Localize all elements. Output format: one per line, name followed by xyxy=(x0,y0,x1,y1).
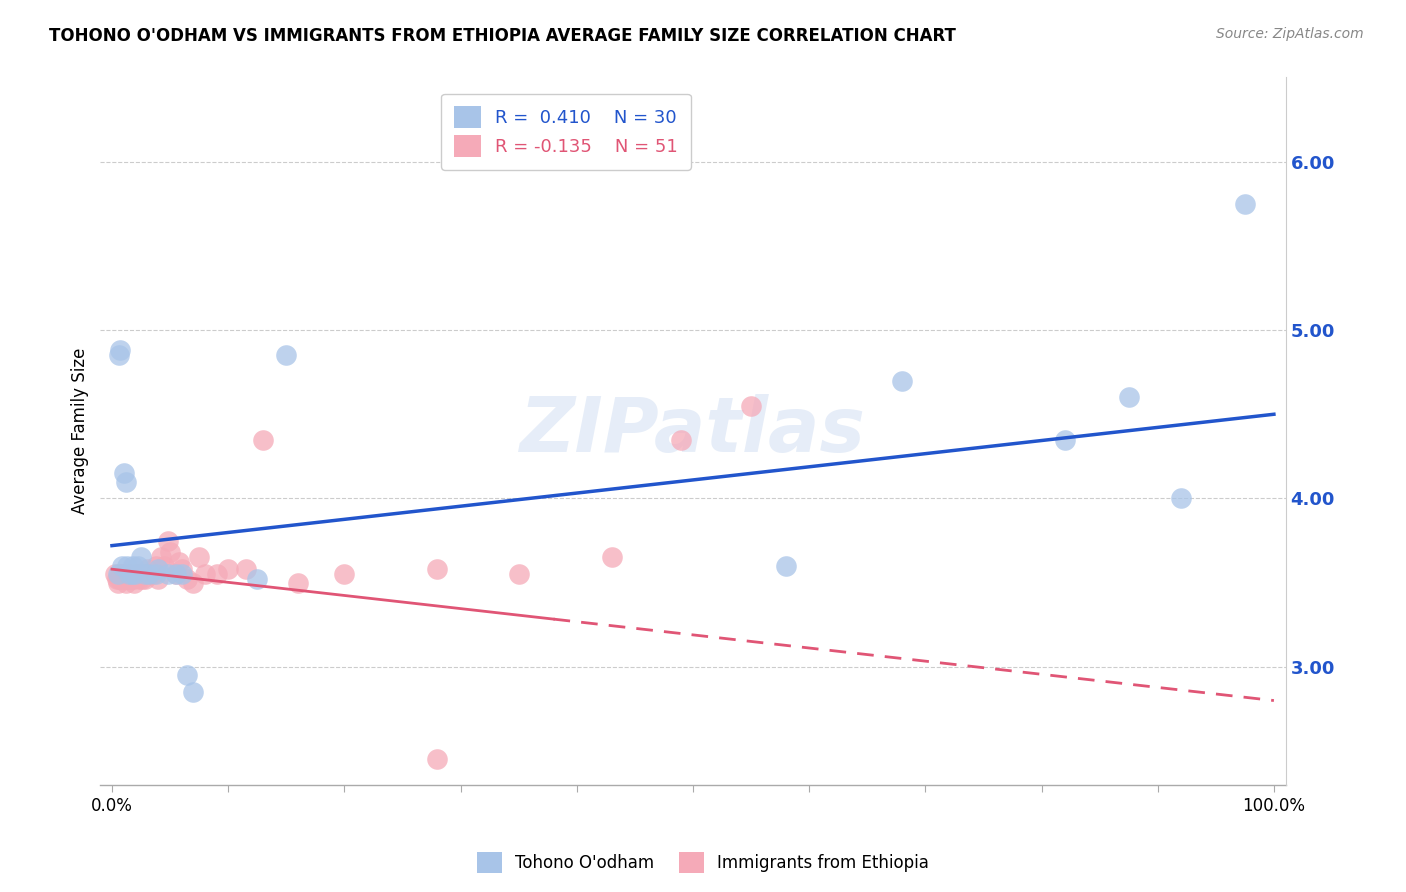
Point xyxy=(138,567,160,582)
Point xyxy=(156,567,179,582)
Point xyxy=(142,567,165,582)
Point xyxy=(145,567,167,582)
Point xyxy=(110,572,132,586)
Point xyxy=(169,556,191,570)
Point xyxy=(124,567,146,582)
Point xyxy=(112,567,135,582)
Point xyxy=(118,567,141,582)
Point xyxy=(170,562,193,576)
Point xyxy=(276,348,298,362)
Text: Source: ZipAtlas.com: Source: ZipAtlas.com xyxy=(1216,27,1364,41)
Point xyxy=(287,575,309,590)
Point xyxy=(104,567,127,582)
Point xyxy=(138,567,160,582)
Point xyxy=(128,572,150,586)
Point xyxy=(122,572,145,586)
Point xyxy=(115,475,138,489)
Point xyxy=(129,567,152,582)
Point xyxy=(115,558,138,573)
Point xyxy=(426,562,449,576)
Text: ZIPatlas: ZIPatlas xyxy=(520,394,866,468)
Legend: Tohono O'odham, Immigrants from Ethiopia: Tohono O'odham, Immigrants from Ethiopia xyxy=(470,846,936,880)
Point xyxy=(108,343,131,358)
Point xyxy=(145,558,167,573)
Point xyxy=(170,567,193,582)
Point xyxy=(112,466,135,480)
Point xyxy=(176,668,198,682)
Point xyxy=(115,572,138,586)
Y-axis label: Average Family Size: Average Family Size xyxy=(72,348,89,515)
Point xyxy=(217,562,239,576)
Point xyxy=(1170,491,1192,506)
Point xyxy=(1118,391,1140,405)
Point xyxy=(156,533,179,548)
Point xyxy=(134,572,156,586)
Point xyxy=(188,550,211,565)
Point xyxy=(176,572,198,586)
Point xyxy=(671,433,693,447)
Point xyxy=(134,567,156,582)
Point xyxy=(148,562,170,576)
Point xyxy=(115,575,138,590)
Point xyxy=(129,550,152,565)
Point xyxy=(108,572,131,586)
Point xyxy=(1233,196,1256,211)
Point xyxy=(122,558,145,573)
Point xyxy=(127,558,149,573)
Point xyxy=(122,575,145,590)
Point xyxy=(181,685,204,699)
Point xyxy=(111,567,134,582)
Point xyxy=(165,567,187,582)
Point xyxy=(153,558,176,573)
Text: TOHONO O'ODHAM VS IMMIGRANTS FROM ETHIOPIA AVERAGE FAMILY SIZE CORRELATION CHART: TOHONO O'ODHAM VS IMMIGRANTS FROM ETHIOP… xyxy=(49,27,956,45)
Point xyxy=(235,562,257,576)
Point xyxy=(121,567,143,582)
Point xyxy=(108,567,131,582)
Point xyxy=(205,567,228,582)
Point xyxy=(891,374,914,388)
Point xyxy=(333,567,356,582)
Point xyxy=(118,572,141,586)
Point xyxy=(149,550,172,565)
Point xyxy=(121,572,143,586)
Point xyxy=(426,752,449,766)
Point xyxy=(105,572,128,586)
Point xyxy=(181,575,204,590)
Point xyxy=(117,567,139,582)
Point xyxy=(108,348,131,362)
Point xyxy=(135,562,157,576)
Point xyxy=(111,558,134,573)
Point xyxy=(114,572,136,586)
Point xyxy=(165,567,187,582)
Point xyxy=(124,567,146,582)
Point xyxy=(740,399,762,413)
Point xyxy=(1053,433,1076,447)
Point xyxy=(508,567,530,582)
Point xyxy=(246,572,269,586)
Point xyxy=(252,433,274,447)
Point xyxy=(600,550,623,565)
Point xyxy=(775,558,797,573)
Point xyxy=(131,572,153,586)
Point xyxy=(194,567,217,582)
Point xyxy=(120,567,142,582)
Point xyxy=(127,567,149,582)
Point xyxy=(107,567,129,582)
Point xyxy=(159,545,181,559)
Point xyxy=(148,572,170,586)
Point xyxy=(107,575,129,590)
Legend: R =  0.410    N = 30, R = -0.135    N = 51: R = 0.410 N = 30, R = -0.135 N = 51 xyxy=(441,94,690,170)
